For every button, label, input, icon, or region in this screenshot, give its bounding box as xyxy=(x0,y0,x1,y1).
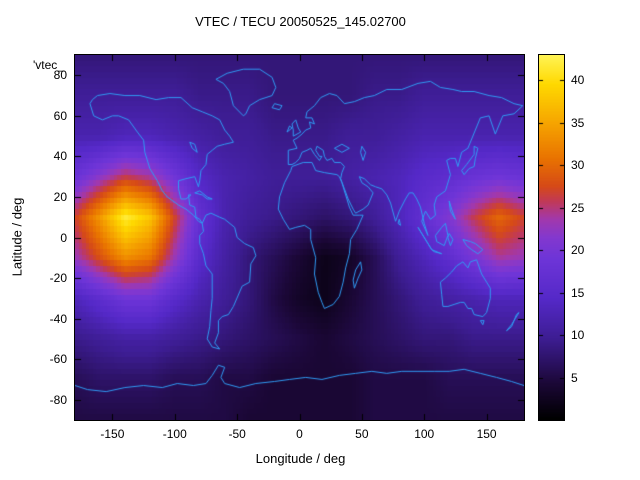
colorbar xyxy=(538,54,565,421)
y-tick-label: 60 xyxy=(53,108,67,123)
plot-area xyxy=(74,54,525,421)
x-axis-label: Longitude / deg xyxy=(255,451,346,466)
y-tick-label: -40 xyxy=(49,311,67,326)
stray-label: 'vtec_ xyxy=(33,58,64,72)
y-tick-label: -20 xyxy=(49,271,67,286)
x-tick-label: 150 xyxy=(476,427,497,441)
colorbar-tick-label: 25 xyxy=(571,200,585,215)
colorbar-tick-label: 5 xyxy=(571,370,578,385)
y-tick-label: 0 xyxy=(60,230,67,245)
colorbar-canvas xyxy=(539,55,564,420)
y-tick-label: 40 xyxy=(53,149,67,164)
chart-title: VTEC / TECU 20050525_145.02700 xyxy=(195,14,406,29)
y-tick-label: 20 xyxy=(53,189,67,204)
x-tick-label: -50 xyxy=(228,427,246,441)
colorbar-tick-label: 20 xyxy=(571,243,585,258)
heatmap-canvas xyxy=(75,55,524,420)
y-tick-label: -80 xyxy=(49,392,67,407)
colorbar-tick-label: 40 xyxy=(571,73,585,88)
y-tick-label: -60 xyxy=(49,352,67,367)
colorbar-tick-label: 10 xyxy=(571,328,585,343)
colorbar-tick-label: 35 xyxy=(571,115,585,130)
x-tick-label: -150 xyxy=(100,427,125,441)
x-tick-label: 100 xyxy=(414,427,435,441)
x-tick-label: -100 xyxy=(162,427,187,441)
x-tick-label: 50 xyxy=(355,427,369,441)
colorbar-tick-label: 30 xyxy=(571,158,585,173)
x-tick-label: 0 xyxy=(296,427,303,441)
y-tick-label: 80 xyxy=(53,68,67,83)
colorbar-tick-label: 15 xyxy=(571,285,585,300)
y-axis-label: Latitude / deg xyxy=(9,197,25,277)
